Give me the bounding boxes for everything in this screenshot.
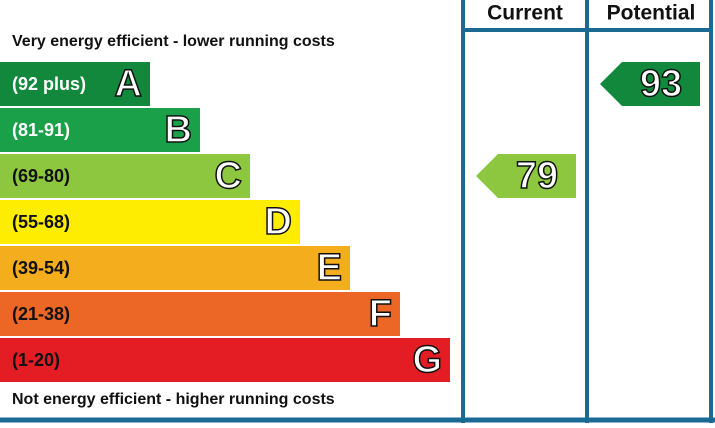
- band-letter: B: [165, 109, 192, 151]
- band-range: (55-68): [12, 212, 70, 232]
- band-bar: [0, 62, 150, 106]
- band-range: (21-38): [12, 304, 70, 324]
- band-letter: E: [317, 247, 342, 289]
- current-header: Current: [487, 2, 563, 25]
- band-letter: D: [265, 201, 292, 243]
- top-note: Very energy efficient - lower running co…: [12, 33, 335, 50]
- bottom-note: Not energy efficient - higher running co…: [12, 391, 335, 408]
- band-bar: [0, 154, 250, 198]
- band-bar: [0, 338, 450, 382]
- potential-header: Potential: [607, 2, 696, 25]
- band-letter: A: [115, 63, 142, 105]
- current-value: 79: [516, 155, 558, 197]
- band-range: (39-54): [12, 258, 70, 278]
- band-letter: F: [369, 293, 392, 335]
- band-letter: G: [412, 339, 442, 381]
- band-range: (69-80): [12, 166, 70, 186]
- current-arrow: [476, 154, 576, 198]
- band-bar: [0, 108, 200, 152]
- band-range: (1-20): [12, 350, 60, 370]
- band-range: (92 plus): [12, 74, 86, 94]
- band-bar: [0, 200, 300, 244]
- potential-arrow: [600, 62, 700, 106]
- band-bar: [0, 246, 350, 290]
- band-bar: [0, 292, 400, 336]
- band-range: (81-91): [12, 120, 70, 140]
- band-letter: C: [215, 155, 242, 197]
- potential-value: 93: [640, 63, 682, 105]
